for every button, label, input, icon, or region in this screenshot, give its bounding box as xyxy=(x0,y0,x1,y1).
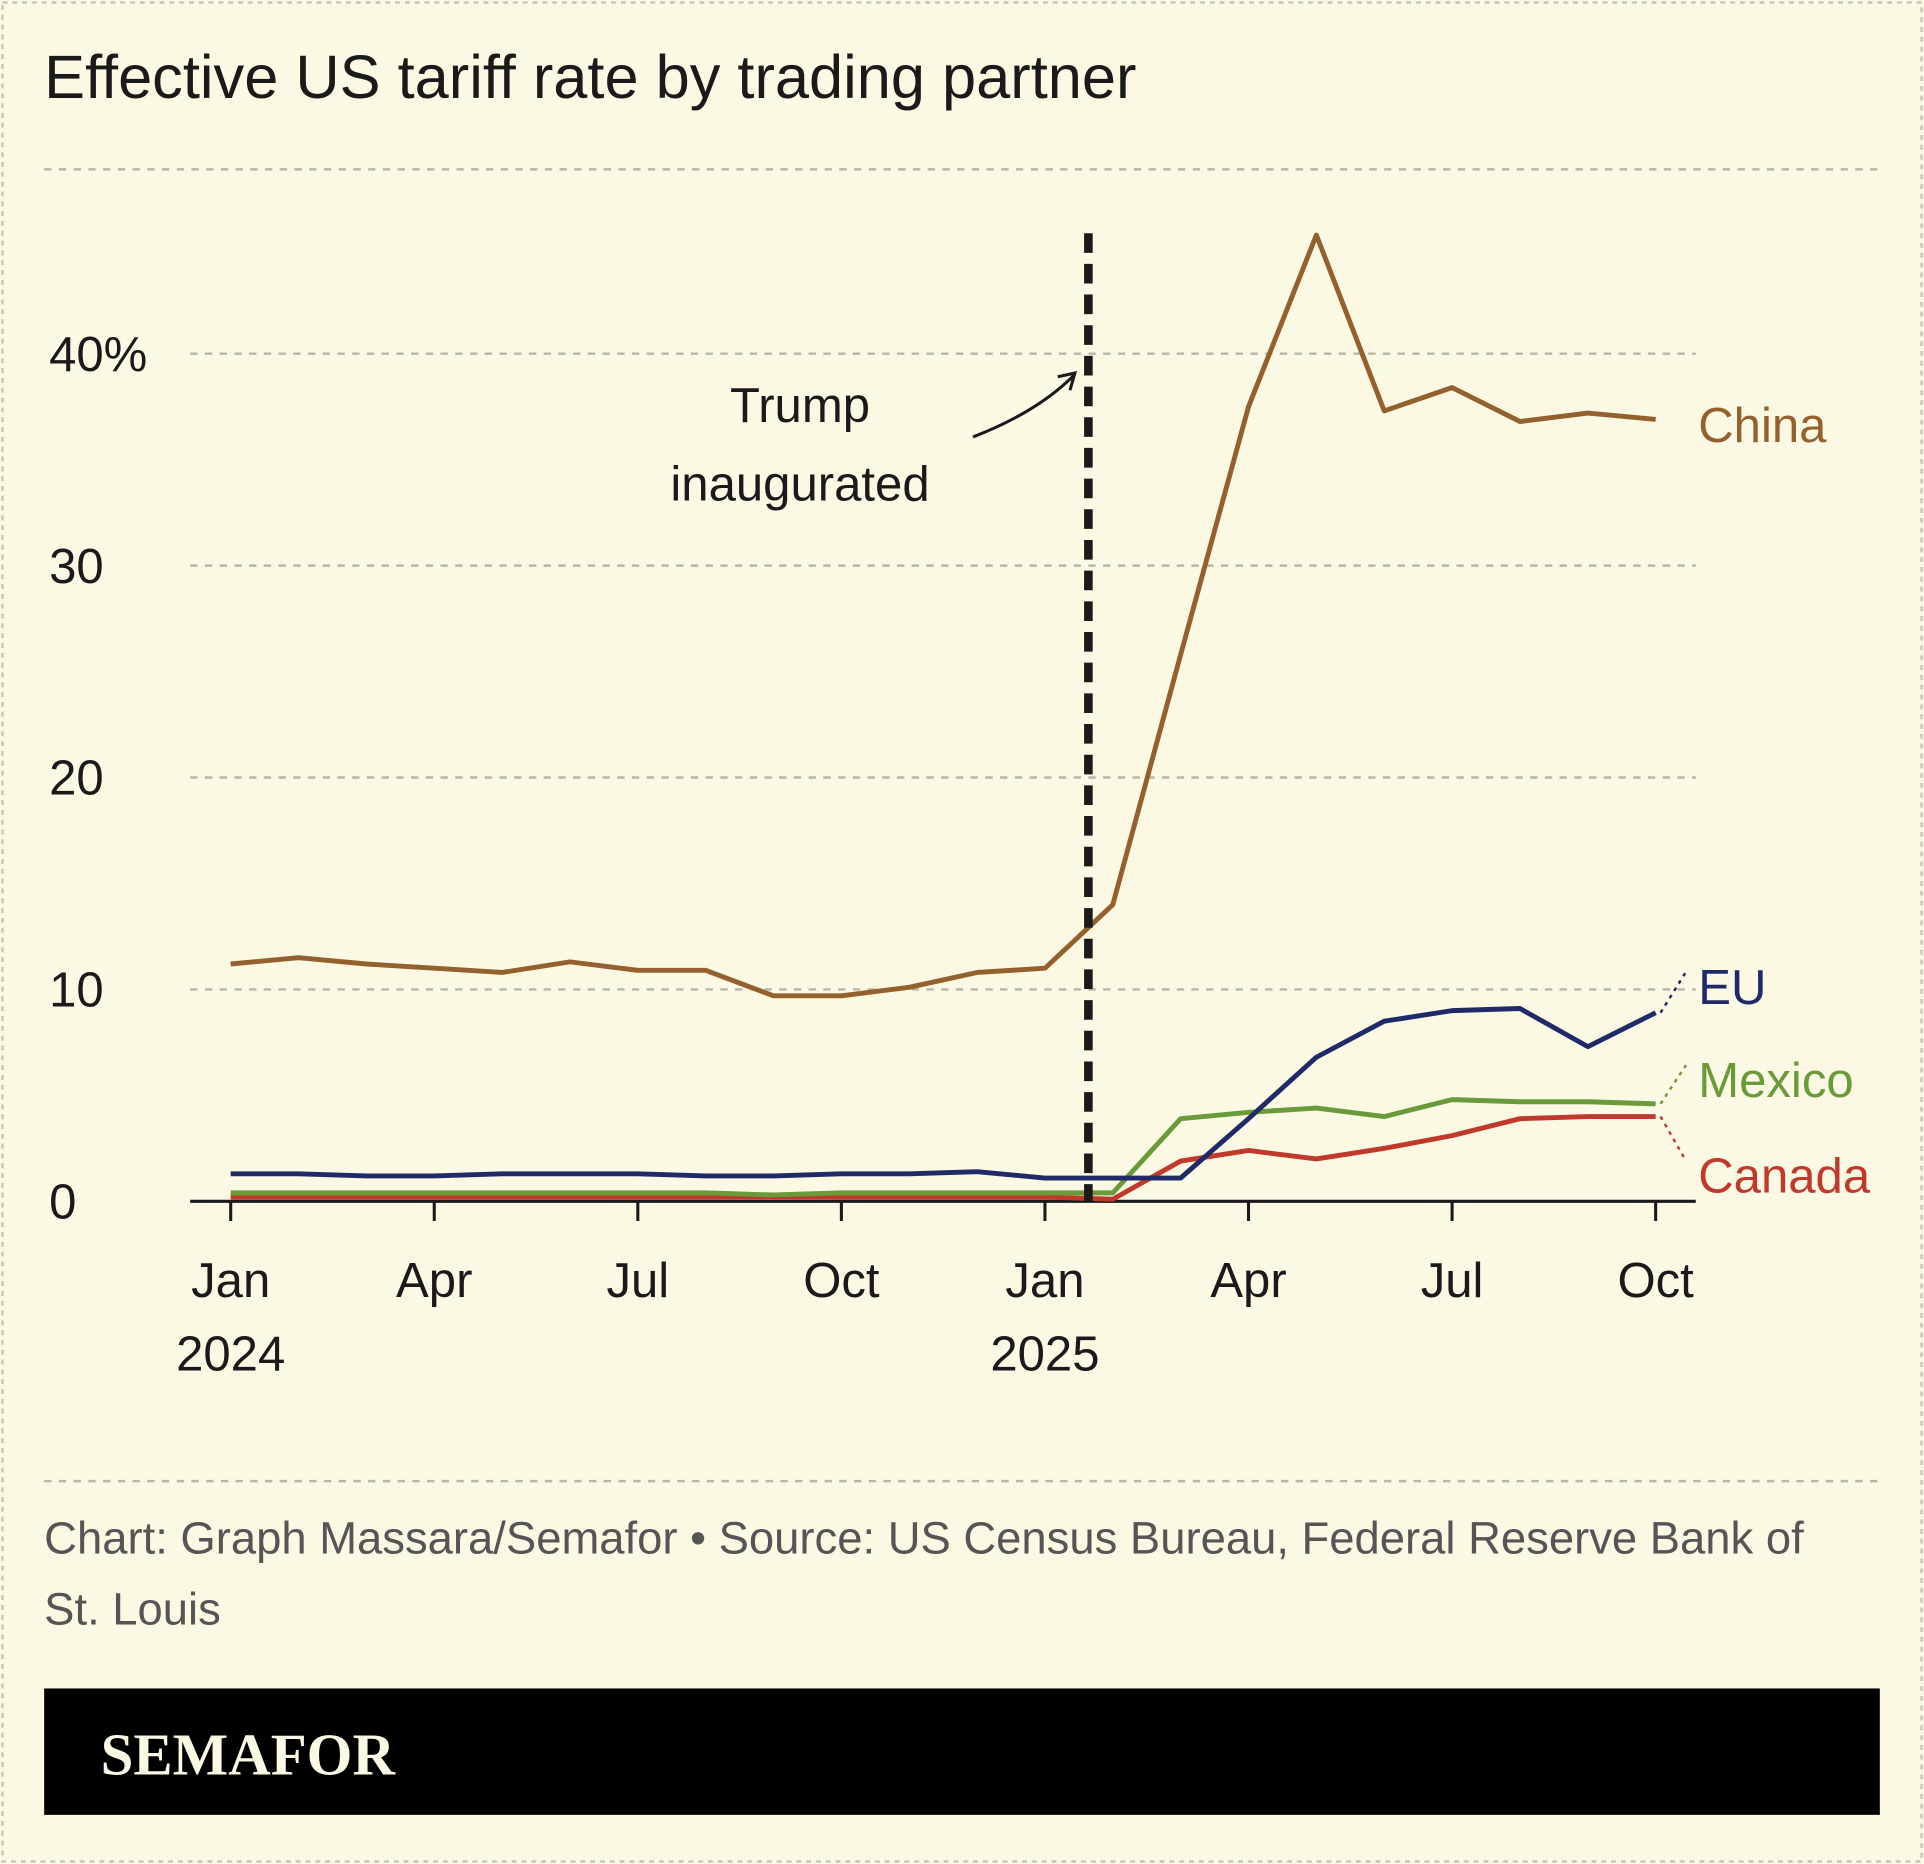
series-line xyxy=(230,1097,1656,1198)
chart-title: Effective US tariff rate by trading part… xyxy=(44,43,1136,112)
series-label: EU xyxy=(1698,961,1766,1015)
x-tick-label: Jul xyxy=(1421,1254,1484,1308)
x-tick-label: Jul xyxy=(606,1254,669,1308)
plot: 0 10 20 30 40% Jan 2024 Apr Jul Oct Jan 2025 Apr Jul O… xyxy=(49,232,1871,1382)
x-tick-label: Oct xyxy=(1617,1254,1694,1308)
annotation: Trump inaugurated xyxy=(670,379,929,512)
x-tick-label: Apr xyxy=(1210,1254,1286,1308)
x-tick-label: Oct xyxy=(803,1254,880,1308)
series-label: China xyxy=(1698,399,1827,453)
brand: SEMAFOR xyxy=(101,1722,397,1787)
series-line xyxy=(230,232,1656,999)
source: Chart: Graph Massara/Semafor • Source: U… xyxy=(44,1513,1804,1635)
x-tick-label: Apr xyxy=(396,1254,472,1308)
series-line xyxy=(230,1114,1656,1202)
annotation-arrow xyxy=(972,374,1075,439)
x-tick-label: Jan 2025 xyxy=(990,1254,1099,1382)
annotation-arrowhead xyxy=(1057,371,1078,391)
y-tick-label: 10 xyxy=(49,964,104,1018)
y-tick-label: 20 xyxy=(49,752,104,806)
y-tick-label: 30 xyxy=(49,540,104,594)
y-tick-label: 40% xyxy=(49,328,147,382)
brand-bar xyxy=(44,1688,1880,1815)
series-label: Canada xyxy=(1698,1150,1871,1204)
y-tick-label: 0 xyxy=(49,1176,76,1230)
source-box: Chart: Graph Massara/Semafor • Source: U… xyxy=(44,1513,1804,1635)
series-label: Mexico xyxy=(1698,1054,1853,1108)
series-line xyxy=(230,1006,1657,1181)
x-tick-label: Jan 2024 xyxy=(176,1254,285,1382)
